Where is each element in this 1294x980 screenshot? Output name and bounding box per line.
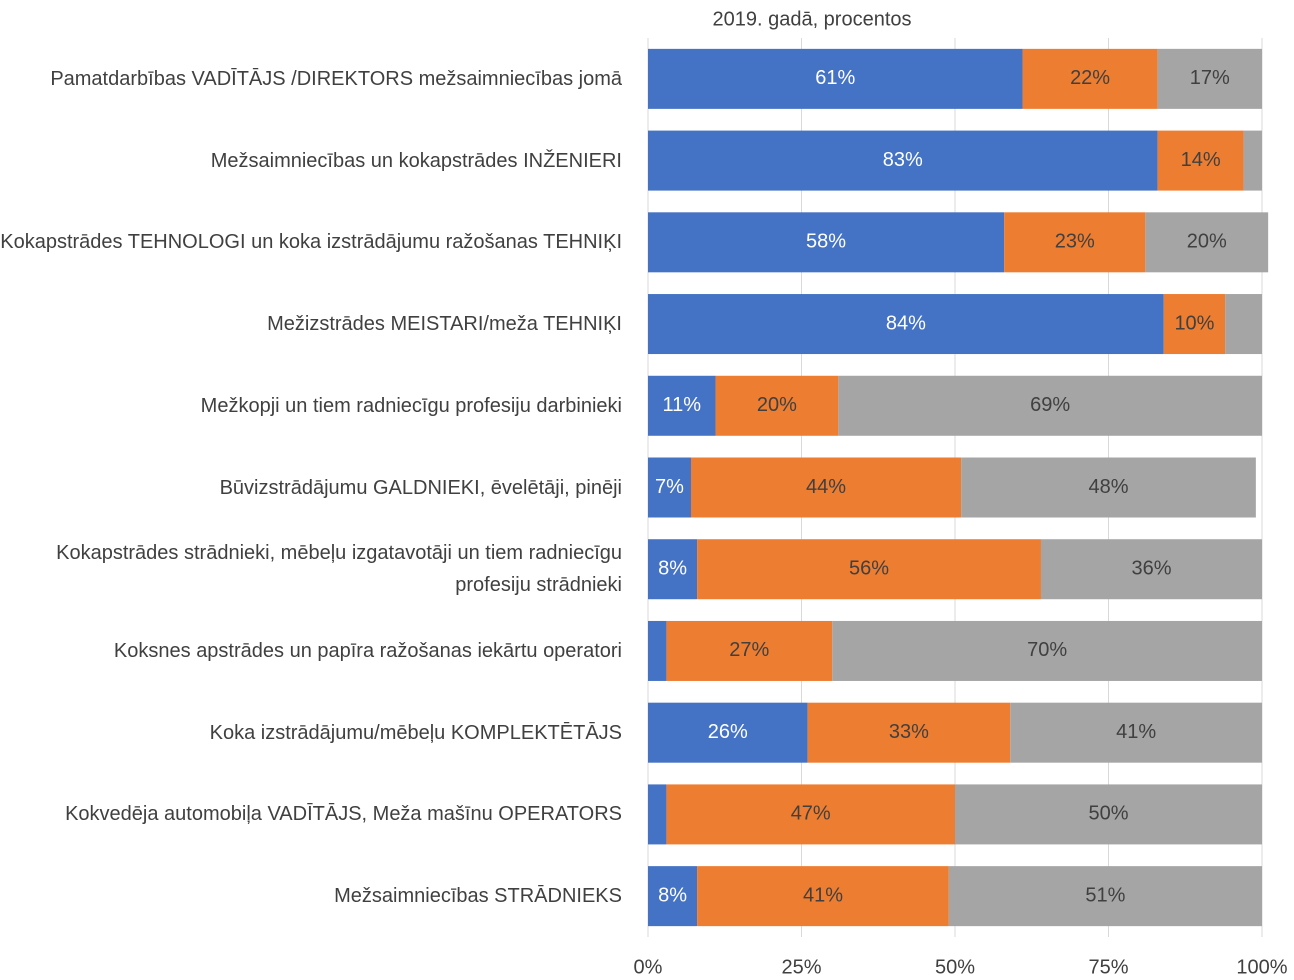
bar-segment <box>1004 212 1146 273</box>
data-label: 70% <box>1027 639 1067 661</box>
data-label: 83% <box>883 149 923 171</box>
x-tick-label: 100% <box>1236 956 1287 978</box>
data-label: 84% <box>886 312 926 334</box>
data-label: 41% <box>1116 721 1156 743</box>
category-label: Būvizstrādājumu GALDNIEKI, ēvelētāji, pi… <box>219 476 622 499</box>
x-tick-label: 75% <box>1088 956 1128 978</box>
category-label: Mežizstrādes MEISTARI/meža TEHNIĶI <box>267 313 622 336</box>
bar-segment <box>697 539 1041 600</box>
data-label: 69% <box>1030 394 1070 416</box>
bar-segment <box>697 866 949 927</box>
data-label: 8% <box>658 558 687 580</box>
category-label: Pamatdarbības VADĪTĀJS /DIREKTORS mežsai… <box>50 67 622 90</box>
data-label: 14% <box>1181 149 1221 171</box>
bar-segment <box>838 375 1262 436</box>
data-label: 10% <box>1174 312 1214 334</box>
bar-segment <box>832 620 1262 681</box>
bar-segment <box>1145 212 1269 273</box>
bar-segment <box>955 784 1262 845</box>
category-label: Kokapstrādes strādnieki, mēbeļu izgatavo… <box>56 542 622 597</box>
data-label: 7% <box>655 476 684 498</box>
x-tick-label: 50% <box>935 956 975 978</box>
data-label: 20% <box>757 394 797 416</box>
category-label: Mežkopji un tiem radniecīgu profesiju da… <box>200 394 622 417</box>
data-label: 33% <box>889 721 929 743</box>
data-label: 26% <box>708 721 748 743</box>
data-label: 36% <box>1131 558 1171 580</box>
bar-segment <box>715 375 839 436</box>
x-tick-label: 25% <box>781 956 821 978</box>
data-label: 27% <box>729 639 769 661</box>
category-label: Mežsaimniecības un kokapstrādes INŽENIER… <box>210 149 622 172</box>
bar-segment <box>666 620 833 681</box>
bar-segment <box>648 457 691 518</box>
bar-segment <box>1157 48 1262 109</box>
x-tick-label: 0% <box>634 956 663 978</box>
data-label: 17% <box>1190 67 1230 89</box>
bar-segment <box>648 866 698 927</box>
data-label: 41% <box>803 884 843 906</box>
bar-segment <box>1040 539 1262 600</box>
bar-segment <box>961 457 1256 518</box>
data-label: 44% <box>806 476 846 498</box>
bar-segment <box>666 784 955 845</box>
category-label: Koksnes apstrādes un papīra ražošanas ie… <box>113 639 622 662</box>
bar-segment <box>648 620 667 681</box>
bar-segment <box>1157 130 1244 191</box>
category-label: Kokapstrādes TEHNOLOGI un koka izstrādāj… <box>0 231 622 254</box>
bar-segment <box>648 130 1158 191</box>
data-label: 23% <box>1055 231 1095 253</box>
data-label: 51% <box>1085 884 1125 906</box>
data-label: 8% <box>658 884 687 906</box>
bar-segment <box>648 702 808 763</box>
bar-segment <box>690 457 962 518</box>
bar-segment <box>648 294 1164 355</box>
data-label: 22% <box>1070 67 1110 89</box>
data-label: 11% <box>662 394 701 416</box>
bar-segment <box>648 539 698 600</box>
bar-segment <box>1010 702 1262 763</box>
category-label: Koka izstrādājumu/mēbeļu KOMPLEKTĒTĀJS <box>209 721 622 744</box>
bar-segment <box>1243 130 1262 191</box>
bar-segment <box>1163 294 1226 355</box>
data-label: 50% <box>1088 803 1128 825</box>
bar-segment <box>807 702 1011 763</box>
data-label: 56% <box>849 558 889 580</box>
bar-segment <box>648 48 1023 109</box>
bar-segment <box>648 375 716 436</box>
data-label: 20% <box>1187 231 1227 253</box>
data-label: 48% <box>1088 476 1128 498</box>
bar-segment <box>1022 48 1158 109</box>
bar-segment <box>648 212 1005 273</box>
data-label: 47% <box>791 803 831 825</box>
data-label: 58% <box>806 231 846 253</box>
category-label: Kokvedēja automobiļa VADĪTĀJS, Meža mašī… <box>65 803 622 826</box>
bar-segment <box>648 784 667 845</box>
bar-segment <box>1225 294 1262 355</box>
chart-title: 2019. gadā, procentos <box>712 8 911 30</box>
data-label: 61% <box>815 67 855 89</box>
category-label: Mežsaimniecības STRĀDNIEKS <box>334 885 622 908</box>
bar-segment <box>948 866 1262 927</box>
